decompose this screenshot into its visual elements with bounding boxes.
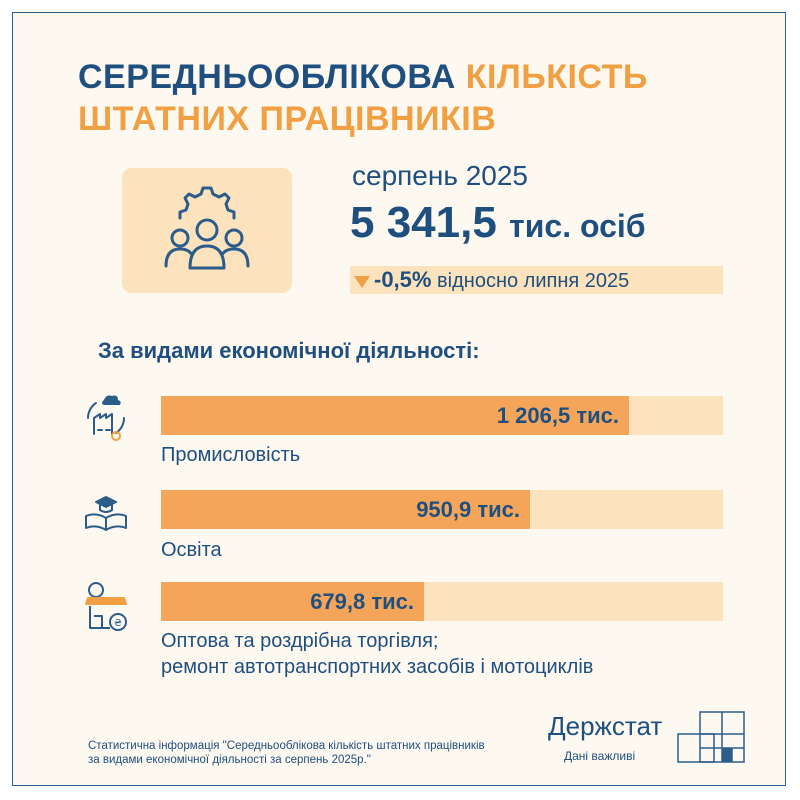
category-label-line2: ремонт автотранспортних засобів і мотоци… bbox=[161, 656, 594, 678]
title-part3: ШТАТНИХ ПРАЦІВНИКІВ bbox=[78, 100, 497, 138]
logo-name: Держстат bbox=[548, 711, 663, 741]
bar-fill bbox=[161, 490, 530, 529]
bar-value-label: 1 206,5 тис. bbox=[496, 403, 619, 428]
total-number: 5 341,5 bbox=[350, 198, 497, 247]
down-triangle-icon bbox=[354, 275, 370, 288]
bar-value-label: 679,8 тис. bbox=[310, 589, 414, 614]
total-unit: тис. осіб bbox=[509, 208, 646, 244]
title-part2: КІЛЬКІСТЬ bbox=[465, 58, 648, 96]
shop-icon: ₴ bbox=[85, 582, 127, 631]
period-label: серпень 2025 bbox=[352, 160, 528, 191]
category-label: Промисловість bbox=[161, 444, 301, 466]
logo-grid-icon bbox=[677, 711, 745, 763]
change-percent: -0,5% bbox=[374, 267, 432, 292]
footnote-line1: Статистична інформація "Середньооблікова… bbox=[88, 740, 485, 752]
category-label: Освіта bbox=[161, 539, 222, 561]
bar-track: 679,8 тис. bbox=[161, 582, 723, 621]
category-label-line1: Оптова та роздрібна торгівля; bbox=[161, 630, 439, 652]
change-badge: -0,5% відносно липня 2025 bbox=[350, 266, 723, 294]
hero-icon-box bbox=[122, 168, 292, 293]
section-title: За видами економічної діяльності: bbox=[98, 338, 480, 363]
footnote-line2: за видами економічної діяльності за серп… bbox=[88, 754, 371, 766]
factory-icon bbox=[86, 395, 126, 441]
title-part1: СЕРЕДНЬООБЛІКОВА bbox=[78, 58, 456, 96]
bar-fill bbox=[161, 396, 629, 435]
logo-tagline: Дані важливі bbox=[564, 749, 636, 763]
education-icon bbox=[85, 496, 127, 531]
bar-value-label: 950,9 тис. bbox=[416, 497, 520, 522]
source-footnote: Статистична інформація "Середньооблікова… bbox=[88, 739, 485, 767]
category-label-multiline: Оптова та роздрібна торгівля; ремонт авт… bbox=[161, 628, 593, 680]
page-title: СЕРЕДНЬООБЛІКОВА КІЛЬКІСТЬ ШТАТНИХ ПРАЦІ… bbox=[78, 56, 648, 140]
svg-text:₴: ₴ bbox=[114, 618, 122, 629]
bar-track: 950,9 тис. bbox=[161, 490, 723, 529]
people-gear-icon bbox=[164, 186, 250, 270]
total-value: 5 341,5 тис. осіб bbox=[350, 198, 646, 248]
bar-fill bbox=[161, 582, 424, 621]
bar-track: 1 206,5 тис. bbox=[161, 396, 723, 435]
change-text: відносно липня 2025 bbox=[437, 270, 630, 292]
